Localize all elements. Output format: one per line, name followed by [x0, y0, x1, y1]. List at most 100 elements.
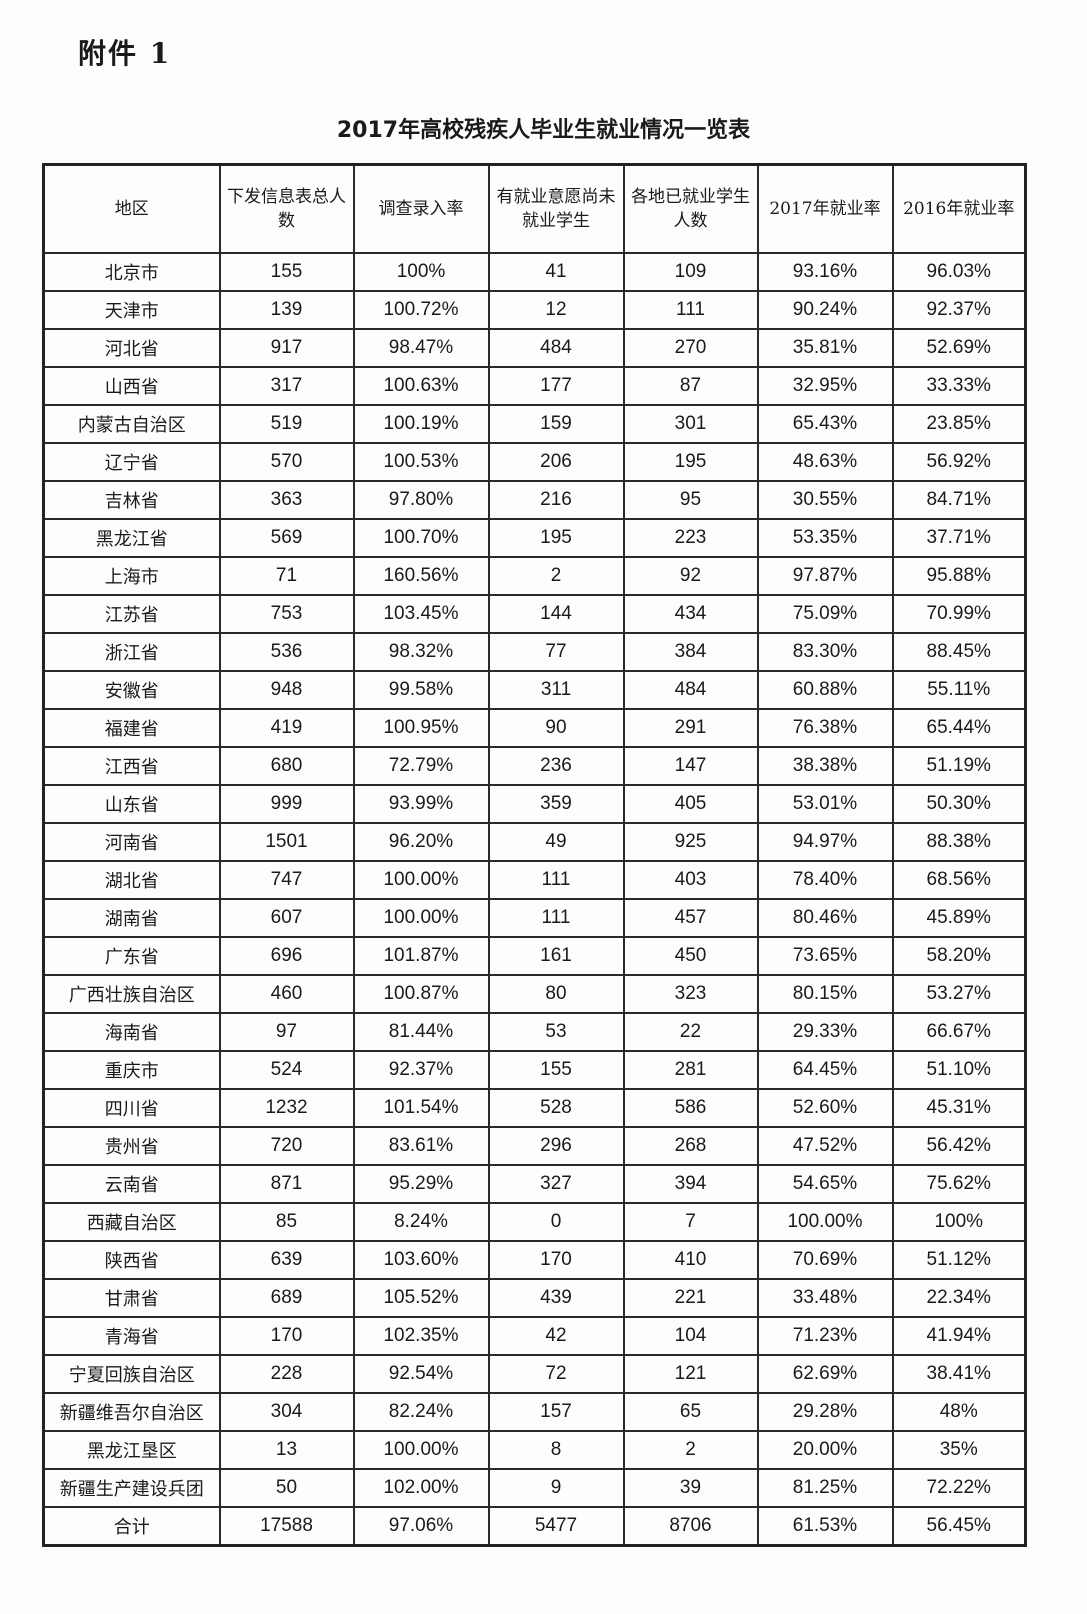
cell-employment-rate-2017: 53.35% — [756, 518, 894, 558]
table-row: 北京市 155 100% 41 109 93.16% 96.03% — [42, 252, 1027, 292]
cell-region: 上海市 — [42, 556, 221, 596]
cell-willing-unemployed: 296 — [487, 1126, 625, 1166]
cell-employment-rate-2016: 56.92% — [891, 442, 1027, 482]
cell-info-sheet-total: 170 — [218, 1316, 355, 1356]
cell-region: 青海省 — [42, 1316, 221, 1356]
cell-region: 湖北省 — [42, 860, 221, 900]
table-row: 海南省 97 81.44% 53 22 29.33% 66.67% — [42, 1012, 1027, 1052]
employment-table: 地区 下发信息表总人数 调查录入率 有就业意愿尚未就业学生 各地已就业学生人数 2017年… — [42, 163, 1027, 1547]
table-row: 河北省 917 98.47% 484 270 35.81% 52.69% — [42, 328, 1027, 368]
cell-employed-count: 22 — [622, 1012, 759, 1052]
cell-region: 新疆维吾尔自治区 — [42, 1392, 221, 1432]
cell-region: 贵州省 — [42, 1126, 221, 1166]
cell-willing-unemployed: 439 — [487, 1278, 625, 1318]
cell-employed-count: 384 — [622, 632, 759, 672]
cell-employment-rate-2016: 38.41% — [891, 1354, 1027, 1394]
cell-info-sheet-total: 71 — [218, 556, 355, 596]
cell-survey-entry-rate: 8.24% — [352, 1202, 490, 1242]
cell-employed-count: 301 — [622, 404, 759, 444]
cell-willing-unemployed: 359 — [487, 784, 625, 824]
cell-region: 湖南省 — [42, 898, 221, 938]
cell-employed-count: 403 — [622, 860, 759, 900]
column-header-region: 地区 — [42, 163, 221, 254]
cell-employment-rate-2017: 76.38% — [756, 708, 894, 748]
column-header-survey-entry-rate: 调查录入率 — [352, 163, 490, 254]
table-row: 天津市 139 100.72% 12 111 90.24% 92.37% — [42, 290, 1027, 330]
cell-employed-count: 484 — [622, 670, 759, 710]
cell-employment-rate-2017: 48.63% — [756, 442, 894, 482]
table-row: 安徽省 948 99.58% 311 484 60.88% 55.11% — [42, 670, 1027, 710]
cell-survey-entry-rate: 99.58% — [352, 670, 490, 710]
cell-employment-rate-2016: 75.62% — [891, 1164, 1027, 1204]
cell-employed-count: 405 — [622, 784, 759, 824]
cell-survey-entry-rate: 160.56% — [352, 556, 490, 596]
cell-info-sheet-total: 607 — [218, 898, 355, 938]
cell-willing-unemployed: 206 — [487, 442, 625, 482]
cell-employed-count: 925 — [622, 822, 759, 862]
cell-willing-unemployed: 195 — [487, 518, 625, 558]
cell-employment-rate-2016: 68.56% — [891, 860, 1027, 900]
cell-survey-entry-rate: 100% — [352, 252, 490, 292]
cell-info-sheet-total: 536 — [218, 632, 355, 672]
table-row: 陕西省 639 103.60% 170 410 70.69% 51.12% — [42, 1240, 1027, 1280]
cell-survey-entry-rate: 100.72% — [352, 290, 490, 330]
cell-survey-entry-rate: 96.20% — [352, 822, 490, 862]
cell-region: 北京市 — [42, 252, 221, 292]
cell-region: 山西省 — [42, 366, 221, 406]
column-header-employed-count: 各地已就业学生人数 — [622, 163, 759, 254]
cell-info-sheet-total: 689 — [218, 1278, 355, 1318]
cell-employed-count: 147 — [622, 746, 759, 786]
cell-employment-rate-2017: 90.24% — [756, 290, 894, 330]
table-row: 山东省 999 93.99% 359 405 53.01% 50.30% — [42, 784, 1027, 824]
cell-employed-count: 39 — [622, 1468, 759, 1508]
cell-employment-rate-2017: 29.28% — [756, 1392, 894, 1432]
cell-employed-count: 221 — [622, 1278, 759, 1318]
cell-willing-unemployed: 8 — [487, 1430, 625, 1470]
cell-survey-entry-rate: 101.87% — [352, 936, 490, 976]
cell-region: 海南省 — [42, 1012, 221, 1052]
cell-employment-rate-2017: 54.65% — [756, 1164, 894, 1204]
table-row: 湖北省 747 100.00% 111 403 78.40% 68.56% — [42, 860, 1027, 900]
document-title: 2017年高校残疾人毕业生就业情况一览表 — [336, 118, 751, 143]
cell-willing-unemployed: 5477 — [487, 1506, 625, 1547]
cell-survey-entry-rate: 72.79% — [352, 746, 490, 786]
cell-employed-count: 109 — [622, 252, 759, 292]
cell-employment-rate-2016: 51.19% — [891, 746, 1027, 786]
cell-region: 黑龙江垦区 — [42, 1430, 221, 1470]
cell-employment-rate-2017: 65.43% — [756, 404, 894, 444]
table-row: 山西省 317 100.63% 177 87 32.95% 33.33% — [42, 366, 1027, 406]
cell-willing-unemployed: 528 — [487, 1088, 625, 1128]
cell-willing-unemployed: 484 — [487, 328, 625, 368]
cell-employment-rate-2017: 35.81% — [756, 328, 894, 368]
column-header-willing-unemployed: 有就业意愿尚未就业学生 — [487, 163, 625, 254]
cell-region: 江苏省 — [42, 594, 221, 634]
cell-employment-rate-2016: 96.03% — [891, 252, 1027, 292]
table-header-row: 地区 下发信息表总人数 调查录入率 有就业意愿尚未就业学生 各地已就业学生人数 2017年… — [42, 163, 1027, 254]
cell-region: 河南省 — [42, 822, 221, 862]
cell-employment-rate-2016: 45.31% — [891, 1088, 1027, 1128]
cell-employment-rate-2016: 23.85% — [891, 404, 1027, 444]
cell-employment-rate-2017: 61.53% — [756, 1506, 894, 1547]
cell-employed-count: 586 — [622, 1088, 759, 1128]
cell-employment-rate-2016: 51.10% — [891, 1050, 1027, 1090]
cell-employment-rate-2017: 29.33% — [756, 1012, 894, 1052]
cell-survey-entry-rate: 100.87% — [352, 974, 490, 1014]
cell-survey-entry-rate: 82.24% — [352, 1392, 490, 1432]
cell-info-sheet-total: 85 — [218, 1202, 355, 1242]
cell-survey-entry-rate: 100.00% — [352, 860, 490, 900]
cell-employment-rate-2017: 52.60% — [756, 1088, 894, 1128]
cell-employment-rate-2017: 53.01% — [756, 784, 894, 824]
cell-employment-rate-2016: 95.88% — [891, 556, 1027, 596]
cell-employment-rate-2016: 84.71% — [891, 480, 1027, 520]
table-row: 浙江省 536 98.32% 77 384 83.30% 88.45% — [42, 632, 1027, 672]
cell-info-sheet-total: 696 — [218, 936, 355, 976]
table-row: 福建省 419 100.95% 90 291 76.38% 65.44% — [42, 708, 1027, 748]
cell-employment-rate-2017: 64.45% — [756, 1050, 894, 1090]
cell-employment-rate-2016: 65.44% — [891, 708, 1027, 748]
cell-employment-rate-2016: 70.99% — [891, 594, 1027, 634]
cell-info-sheet-total: 720 — [218, 1126, 355, 1166]
cell-survey-entry-rate: 100.00% — [352, 898, 490, 938]
cell-willing-unemployed: 80 — [487, 974, 625, 1014]
cell-employed-count: 457 — [622, 898, 759, 938]
cell-info-sheet-total: 460 — [218, 974, 355, 1014]
